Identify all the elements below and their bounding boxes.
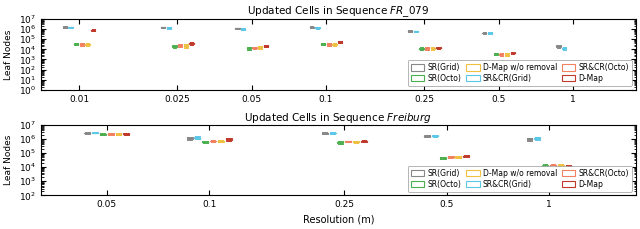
Polygon shape [456, 156, 461, 158]
Polygon shape [499, 54, 504, 55]
Polygon shape [436, 47, 440, 48]
Polygon shape [68, 27, 73, 28]
Y-axis label: Leaf Nodes: Leaf Nodes [4, 135, 13, 185]
Polygon shape [511, 52, 515, 53]
Polygon shape [80, 44, 84, 45]
Polygon shape [218, 141, 224, 142]
Polygon shape [166, 27, 171, 28]
Polygon shape [115, 133, 122, 134]
Polygon shape [432, 135, 438, 136]
Title: Updated Cells in Sequence $\mathit{Freiburg}$: Updated Cells in Sequence $\mathit{Freib… [244, 111, 432, 125]
Polygon shape [562, 48, 566, 49]
Polygon shape [258, 47, 262, 48]
Polygon shape [124, 133, 129, 134]
Polygon shape [86, 44, 90, 45]
Polygon shape [425, 48, 429, 49]
Polygon shape [505, 54, 509, 55]
Polygon shape [361, 141, 367, 142]
Polygon shape [440, 157, 446, 158]
Polygon shape [424, 136, 430, 137]
Polygon shape [92, 132, 98, 133]
Polygon shape [534, 138, 540, 139]
Polygon shape [161, 27, 165, 28]
Polygon shape [241, 29, 245, 30]
X-axis label: Resolution (m): Resolution (m) [303, 215, 374, 225]
Polygon shape [527, 139, 532, 140]
Polygon shape [264, 46, 268, 47]
Polygon shape [100, 134, 106, 135]
Polygon shape [236, 28, 239, 29]
Polygon shape [463, 156, 469, 157]
Legend: SR(Grid), SR(Octo), D-Map w/o removal, SR&CR(Grid), SR&CR(Octo), D-Map: SR(Grid), SR(Octo), D-Map w/o removal, S… [408, 60, 632, 86]
Polygon shape [585, 65, 589, 66]
Polygon shape [74, 43, 79, 44]
Polygon shape [321, 43, 325, 44]
Y-axis label: Leaf Nodes: Leaf Nodes [4, 29, 13, 79]
Polygon shape [189, 43, 194, 44]
Polygon shape [337, 142, 344, 143]
Legend: SR(Grid), SR(Octo), D-Map w/o removal, SR&CR(Grid), SR&CR(Octo), D-Map: SR(Grid), SR(Octo), D-Map w/o removal, S… [408, 166, 632, 192]
Polygon shape [550, 165, 556, 166]
Polygon shape [322, 133, 328, 134]
Polygon shape [332, 44, 337, 45]
Polygon shape [184, 45, 188, 46]
Polygon shape [419, 48, 424, 49]
Polygon shape [542, 165, 548, 167]
Polygon shape [447, 156, 454, 157]
Polygon shape [568, 64, 572, 65]
Polygon shape [556, 45, 561, 47]
Polygon shape [353, 141, 359, 142]
Polygon shape [252, 47, 257, 48]
Polygon shape [493, 53, 498, 55]
Polygon shape [210, 141, 216, 142]
Polygon shape [246, 48, 251, 49]
Polygon shape [195, 137, 200, 139]
Polygon shape [310, 27, 314, 28]
Polygon shape [566, 166, 572, 168]
Polygon shape [326, 44, 331, 45]
Polygon shape [316, 27, 319, 28]
Polygon shape [178, 45, 182, 46]
Polygon shape [338, 41, 342, 42]
Polygon shape [226, 139, 232, 140]
Polygon shape [172, 45, 177, 47]
Polygon shape [558, 165, 564, 167]
Polygon shape [573, 64, 578, 66]
Polygon shape [108, 133, 114, 134]
Title: Updated Cells in Sequence $\mathit{FR\_079}$: Updated Cells in Sequence $\mathit{FR\_0… [247, 4, 429, 19]
Polygon shape [91, 30, 95, 31]
Polygon shape [346, 141, 351, 142]
Polygon shape [431, 48, 435, 49]
Polygon shape [187, 137, 193, 139]
Polygon shape [413, 31, 418, 32]
Polygon shape [488, 33, 492, 34]
Polygon shape [579, 65, 584, 66]
